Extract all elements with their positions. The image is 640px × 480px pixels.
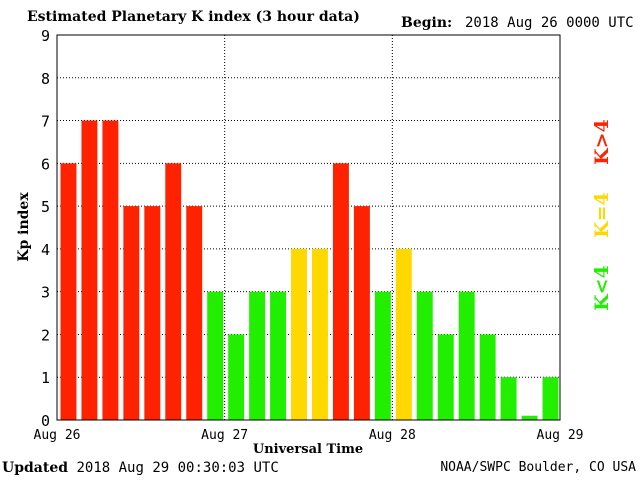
y-tick-label: 0 [41,412,50,430]
kp-bar [291,248,307,420]
kp-bar [542,377,559,420]
kp-bar [144,206,161,420]
y-tick-label: 2 [41,326,50,344]
kp-bar [270,291,287,420]
y-tick-label: 6 [41,155,50,173]
y-tick-label: 3 [41,284,50,302]
kp-bar [332,163,349,421]
y-tick-label: 4 [41,241,50,259]
kp-bar [521,415,538,420]
updated-label: Updated [2,460,69,476]
y-tick-labels: 0 1 2 3 4 5 6 7 8 9 [41,27,50,430]
y-tick-label: 5 [41,198,50,216]
kp-bar [81,120,98,421]
x-tick-label: Aug 26 [34,428,81,443]
y-tick-label: 1 [41,369,50,387]
credit-text: NOAA/SWPC Boulder, CO USA [440,460,636,475]
kp-bar [458,291,475,420]
kp-bar [60,163,77,421]
kp-bar [374,291,391,420]
legend-entry: K>4 [591,119,613,165]
begin-value: 2018 Aug 26 0000 UTC [465,15,634,31]
plot-frame [56,34,561,421]
x-tick-label: Aug 28 [369,428,416,443]
kp-bar [123,206,140,420]
kp-bar [437,334,454,420]
legend-entry: K=4 [591,192,613,238]
kp-bar [228,334,245,420]
y-tick-label: 7 [41,113,50,131]
chart-title: Estimated Planetary K index (3 hour data… [27,9,360,25]
grid [57,35,560,420]
updated-value: 2018 Aug 29 00:30:03 UTC [76,460,279,476]
kp-bar [500,377,517,420]
kp-bar [416,291,433,420]
kp-bar [207,291,224,420]
y-tick-label: 8 [41,70,50,88]
x-tick-label: Aug 27 [201,428,248,443]
x-tick-label: Aug 29 [537,428,584,443]
bars [60,120,559,421]
y-tick-label: 9 [41,27,50,45]
begin-label: Begin: [401,15,453,31]
legend: K>4 K=4 K<4 [591,119,613,311]
kp-bar [102,120,119,421]
legend-entry: K<4 [591,265,613,311]
x-axis-label: Universal Time [253,442,363,457]
kp-bar [395,248,412,420]
y-axis-label: Kp index [16,192,32,262]
kp-bar [186,206,203,420]
kp-bar [312,248,328,420]
kp-bar [165,163,182,421]
kp-bar [249,291,266,420]
x-tick-labels: Aug 26 Aug 27 Aug 28 Aug 29 [34,428,584,443]
updated-timestamp: Updated 2018 Aug 29 00:30:03 UTC [2,460,279,476]
kp-bar [353,206,370,420]
kp-bar [479,334,496,420]
